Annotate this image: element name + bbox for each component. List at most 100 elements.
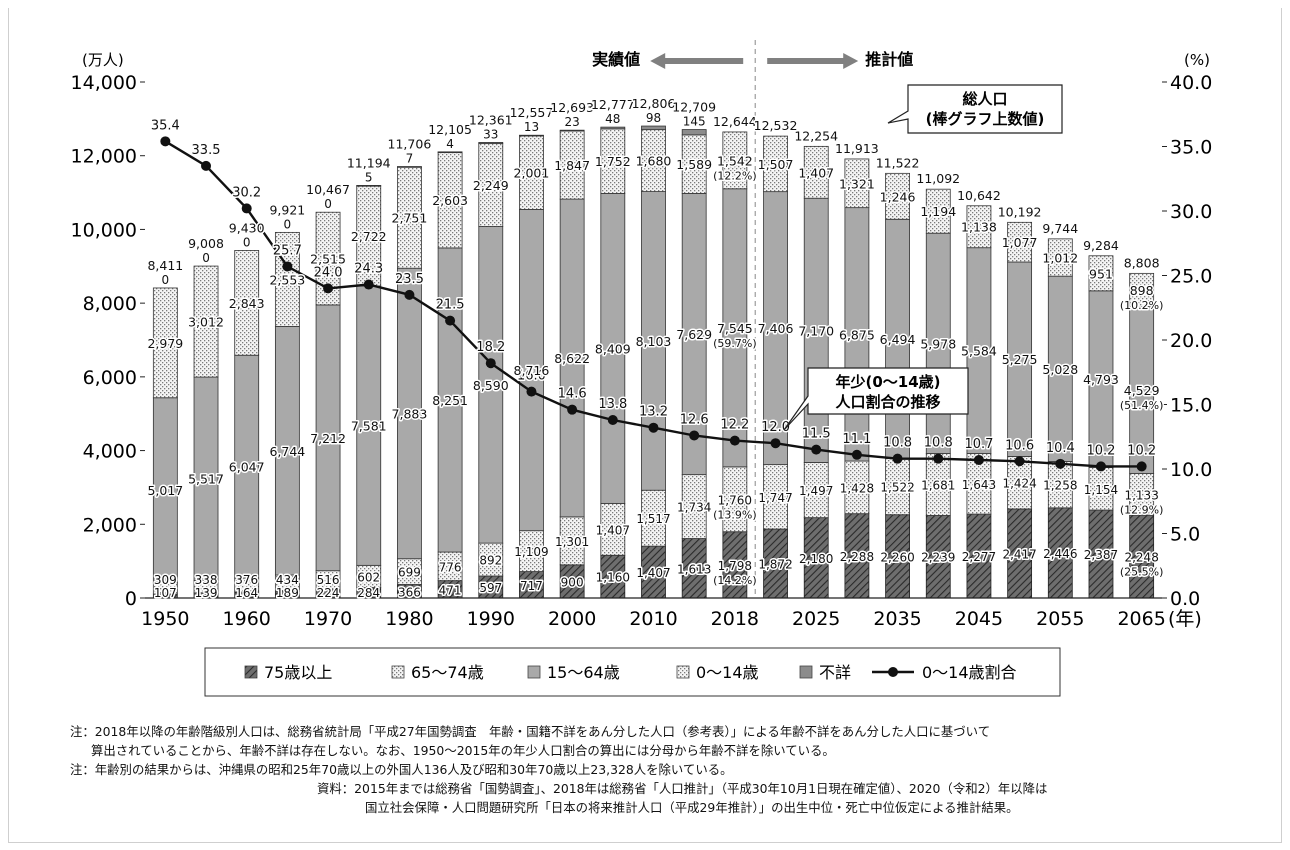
ratio-value-label: 18.2	[476, 340, 505, 355]
bar-segment-75-plus	[1129, 514, 1155, 599]
total-label: 12,709	[672, 100, 716, 115]
value-label-65-74: 376	[235, 573, 258, 587]
x-tick-label: 2000	[548, 608, 596, 630]
bar-segment-unknown	[519, 134, 544, 137]
actual-arrow	[650, 53, 744, 69]
bar-segment-0-14	[763, 135, 788, 193]
ratio-callout-box	[783, 367, 969, 431]
value-label-75-plus: 107	[154, 586, 177, 600]
total-label: 10,192	[998, 204, 1042, 219]
value-label-75-plus: 2,260	[880, 550, 914, 564]
bar-segment-65-74	[763, 464, 788, 530]
value-label-unknown: 0	[202, 251, 210, 265]
ratio-value-label: 35.4	[151, 118, 180, 133]
ratio-point	[201, 160, 212, 171]
value-label-0-14: 898	[1130, 283, 1154, 298]
projected-arrow	[767, 53, 859, 69]
value-label-65-74: 516	[317, 573, 340, 587]
value-label-75-plus: 717	[520, 579, 543, 593]
value-label-65-74: 1,517	[636, 512, 670, 526]
ratio-point	[607, 414, 618, 425]
ratio-value-label: 10.2	[1087, 443, 1116, 458]
value-label-unknown: 13	[524, 120, 539, 134]
ratio-point	[282, 261, 293, 272]
value-label-75-plus: 1,798	[718, 559, 752, 573]
total-label: 12,254	[794, 128, 838, 143]
value-label-65-74: 434	[276, 573, 299, 587]
value-label-75-plus: 139	[195, 586, 218, 600]
total-label: 12,693	[550, 100, 594, 115]
value-label-65-74: 1,154	[1084, 483, 1118, 497]
bar-segment-0-14	[803, 145, 829, 199]
total-label: 12,777	[591, 97, 635, 112]
total-label: 8,411	[147, 258, 183, 273]
value-label-unknown: 0	[162, 273, 170, 287]
value-label-0-14: 1,246	[880, 189, 916, 204]
ratio-value-label: 24.0	[314, 265, 343, 280]
ratio-value-label: 23.5	[395, 272, 424, 287]
bar-segment-0-14	[437, 151, 463, 249]
bar-segment-65-74	[844, 460, 870, 515]
value-label-75-plus: 597	[479, 581, 502, 595]
ratio-callout-line2: 人口割合の推移	[835, 393, 940, 411]
bar-segment-65-74	[722, 466, 748, 533]
value-label-15-64: 5,584	[961, 344, 997, 359]
bar-segment-75-plus	[722, 531, 748, 599]
ratio-point	[404, 289, 415, 300]
bar-segment-65-74	[600, 502, 626, 556]
value-label-15-64: 6,494	[880, 332, 916, 347]
value-label-unknown: 23	[564, 115, 579, 129]
ratio-callout-line1: 年少(0〜14歳)	[835, 373, 940, 391]
legend-swatch-unknown	[799, 665, 813, 679]
y-left-tick-label: 0	[125, 588, 137, 610]
note-2: 注：年齢別の結果からは、沖縄県の昭和25年70歳以上の外国人136人及び昭和30…	[70, 762, 733, 777]
value-label-15-64: 5,978	[920, 336, 956, 351]
total-label: 9,284	[1083, 238, 1119, 253]
ratio-value-label: 24.3	[354, 262, 383, 277]
bar-segment-unknown	[478, 142, 504, 145]
value-label-15-64: 8,590	[473, 378, 509, 393]
value-label-65-74: 1,747	[758, 491, 792, 505]
ratio-point	[363, 279, 374, 290]
value-label-75-plus: 2,446	[1043, 547, 1077, 561]
y-right-tick-label: 15.0	[1170, 395, 1212, 417]
bar-segment-15-64	[925, 232, 951, 454]
bar-segment-15-64	[315, 304, 341, 572]
value-label-0-14: 2,249	[473, 178, 509, 193]
bar-segment-65-74	[681, 474, 707, 539]
value-label-65-74: 892	[479, 554, 502, 568]
value-label-65-74: 1,407	[596, 523, 630, 537]
value-label-0-14: 2,603	[432, 193, 468, 208]
ratio-point	[851, 449, 862, 460]
actual-label: 実績値	[592, 50, 640, 69]
total-label: 11,706	[388, 137, 432, 152]
ratio-value-label: 13.8	[598, 397, 627, 412]
value-label-15-64: 7,629	[676, 327, 712, 342]
bar-segment-15-64	[844, 207, 870, 462]
total-label: 9,921	[269, 202, 305, 217]
y-right-tick-label: 40.0	[1170, 72, 1212, 94]
y-right-tick-label: 35.0	[1170, 137, 1212, 159]
bar-segment-0-14	[152, 287, 178, 399]
value-label-65-74: 1,258	[1043, 479, 1077, 493]
bar-segment-15-64	[437, 247, 463, 553]
value-label-0-14: 1,194	[920, 204, 956, 219]
bar-segment-75-plus	[885, 514, 910, 599]
bar-segment-15-64	[1007, 261, 1033, 457]
value-label-unknown: 7	[406, 152, 414, 166]
bar-segment-0-14	[1129, 272, 1155, 307]
ratio-value-label: 14.6	[558, 387, 587, 402]
bar-segment-0-14	[193, 265, 219, 378]
legend-label: 15〜64歳	[547, 663, 620, 682]
x-tick-label: 2010	[629, 608, 677, 630]
value-label-75-plus: 1,872	[758, 558, 792, 572]
value-label-unknown: 0	[324, 197, 332, 211]
value-label-75-plus: 900	[561, 575, 584, 589]
value-label-65-74: 699	[398, 566, 421, 580]
value-label-75-plus: 2,180	[799, 552, 833, 566]
value-label-15-64: 6,047	[229, 460, 265, 475]
total-label: 8,808	[1124, 255, 1160, 270]
value-label-0-14: 1,542	[717, 153, 753, 168]
value-label-unknown: 98	[646, 111, 661, 125]
value-label-65-74: 1,760	[718, 493, 752, 507]
